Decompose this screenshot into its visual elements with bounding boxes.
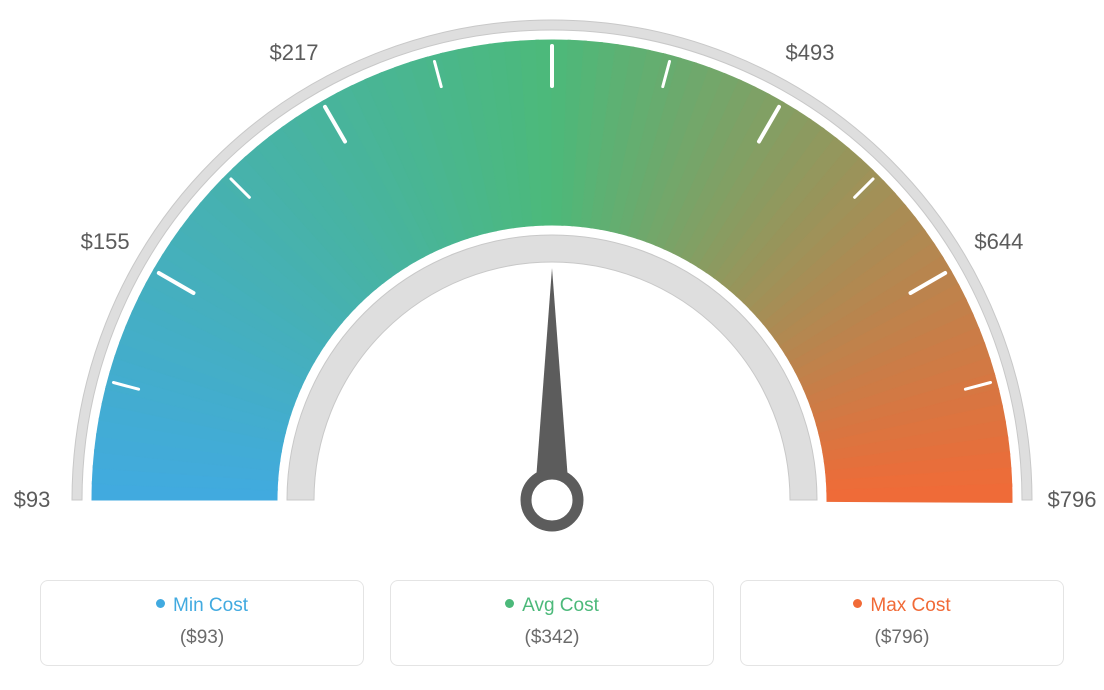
legend-value-avg: ($342) [401, 627, 703, 649]
legend-label-avg: Avg Cost [401, 595, 703, 617]
legend-card-min: Min Cost ($93) [40, 580, 364, 666]
legend-row: Min Cost ($93) Avg Cost ($342) Max Cost ($796… [40, 580, 1064, 666]
legend-label-text-max: Max Cost [870, 595, 950, 616]
gauge-scale-label: $493 [786, 40, 835, 66]
legend-dot-max [853, 599, 862, 608]
legend-dot-min [156, 599, 165, 608]
legend-label-text-avg: Avg Cost [522, 595, 599, 616]
legend-value-max: ($796) [751, 627, 1053, 649]
legend-card-avg: Avg Cost ($342) [390, 580, 714, 666]
legend-value-min: ($93) [51, 627, 353, 649]
gauge-scale-label: $93 [14, 487, 51, 513]
legend-card-max: Max Cost ($796) [740, 580, 1064, 666]
legend-label-text-min: Min Cost [173, 595, 248, 616]
legend-label-max: Max Cost [751, 595, 1053, 617]
gauge-needle [534, 268, 569, 503]
cost-gauge-chart: $93$155$217$342$493$644$796 [0, 0, 1104, 560]
gauge-scale-label: $644 [974, 229, 1023, 255]
gauge-scale-label: $217 [270, 40, 319, 66]
gauge-scale-label: $796 [1048, 487, 1097, 513]
legend-label-min: Min Cost [51, 595, 353, 617]
gauge-svg [0, 0, 1104, 560]
gauge-needle-hub [526, 474, 578, 526]
legend-dot-avg [505, 599, 514, 608]
gauge-scale-label: $155 [81, 229, 130, 255]
